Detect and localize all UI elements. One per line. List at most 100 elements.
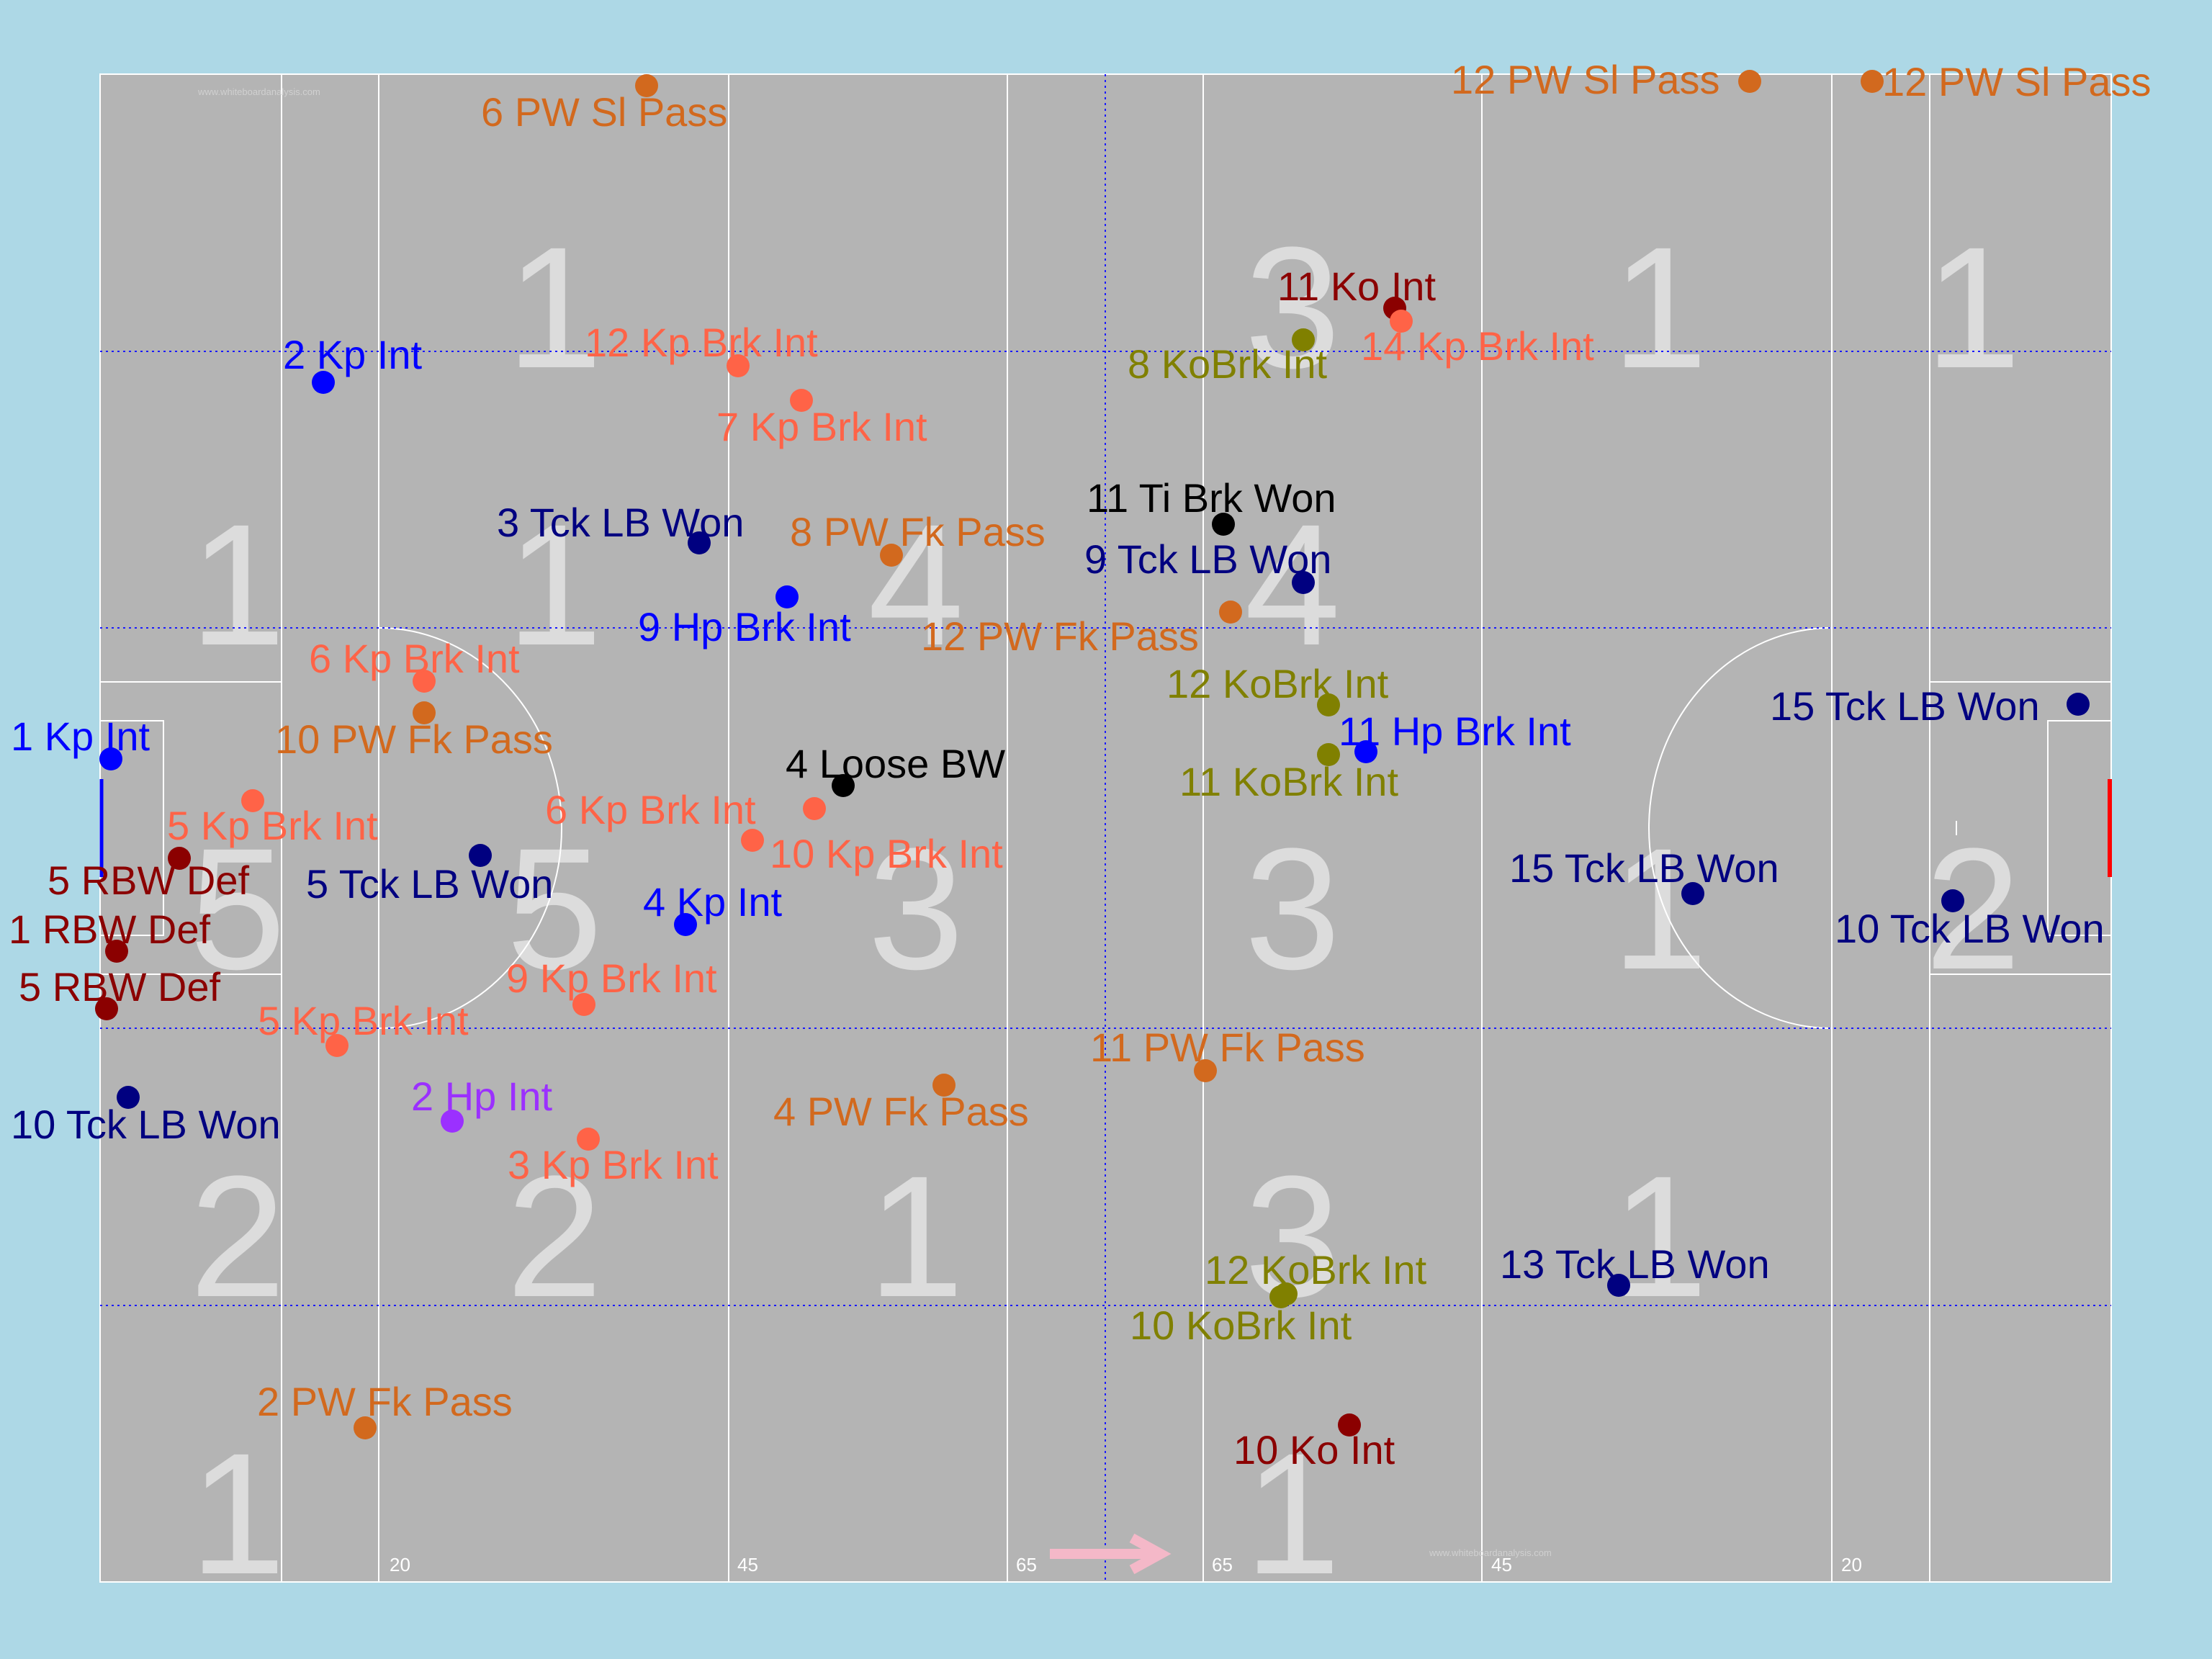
event-marker: 10 PW Fk Pass bbox=[275, 701, 553, 762]
event-dot bbox=[105, 940, 128, 963]
event-dot bbox=[469, 844, 492, 867]
event-label: 11 Ti Brk Won bbox=[1087, 475, 1336, 521]
event-marker: 15 Tck LB Won bbox=[1770, 683, 2090, 729]
event-dot bbox=[1941, 889, 1964, 912]
event-dot bbox=[880, 544, 903, 567]
zone-number: 3 bbox=[1244, 211, 1340, 404]
event-marker: 5 RBW Def bbox=[48, 847, 249, 903]
direction-arrow bbox=[1050, 1533, 1172, 1575]
watermark-bottom: www.whiteboardanalysis.com bbox=[1429, 1547, 1552, 1558]
event-label: 4 Loose BW bbox=[786, 741, 1005, 786]
event-label: 12 PW Sl Pass bbox=[1882, 59, 2151, 104]
event-label: 6 PW Sl Pass bbox=[481, 89, 727, 135]
event-marker: 12 PW Fk Pass bbox=[921, 601, 1242, 659]
event-label: 12 PW Sl Pass bbox=[1451, 57, 1719, 102]
event-label: 6 Kp Brk Int bbox=[545, 787, 756, 832]
event-dot bbox=[1317, 693, 1340, 716]
event-marker: 3 Tck LB Won bbox=[497, 500, 744, 554]
zone-numbers: 1 3 1 11 1 4 45 5 3 3 1 22 2 1 3 11 1 bbox=[189, 211, 2020, 1610]
event-marker: 5 Tck LB Won bbox=[306, 844, 553, 907]
zone-number: 1 bbox=[1611, 812, 1707, 1005]
event-label: 3 Tck LB Won bbox=[497, 500, 744, 545]
tick-label: 45 bbox=[737, 1554, 758, 1575]
event-marker: 9 Kp Brk Int bbox=[506, 956, 717, 1016]
event-dot bbox=[1390, 310, 1413, 333]
event-label: 9 Kp Brk Int bbox=[506, 956, 717, 1001]
event-marker: 9 Hp Brk Int bbox=[638, 585, 851, 649]
zone-number: 3 bbox=[1244, 812, 1340, 1005]
event-marker: 11 PW Fk Pass bbox=[1090, 1025, 1365, 1082]
event-label: 10 Tck LB Won bbox=[1835, 906, 2105, 951]
zone-number: 1 bbox=[1611, 211, 1707, 404]
event-label: 11 KoBrk Int bbox=[1179, 759, 1398, 804]
event-dot bbox=[572, 993, 595, 1016]
event-marker: 5 RBW Def bbox=[19, 964, 220, 1020]
event-dot bbox=[413, 701, 436, 724]
event-label: 5 Tck LB Won bbox=[306, 861, 553, 907]
event-dot bbox=[790, 389, 813, 412]
event-dot bbox=[354, 1416, 377, 1439]
event-marker: 8 KoBrk Int bbox=[1128, 328, 1327, 387]
event-dot bbox=[117, 1086, 140, 1109]
zone-number: 4 bbox=[868, 488, 963, 681]
event-label: 9 Tck LB Won bbox=[1084, 536, 1331, 582]
event-label: 5 RBW Def bbox=[19, 964, 220, 1010]
distance-ticks: 20 45 65 65 45 20 bbox=[390, 1554, 1862, 1575]
left-semicircle bbox=[378, 627, 562, 1029]
event-dot bbox=[1861, 70, 1884, 93]
tick-label: 45 bbox=[1491, 1554, 1512, 1575]
zone-number: 5 bbox=[506, 812, 602, 1005]
event-dot bbox=[1292, 328, 1315, 351]
event-label: 8 PW Fk Pass bbox=[790, 509, 1046, 554]
event-marker: 10 Tck LB Won bbox=[11, 1086, 281, 1147]
event-marker: 11 KoBrk Int bbox=[1179, 743, 1398, 804]
event-label: 10 PW Fk Pass bbox=[275, 716, 553, 762]
event-label: 3 Kp Brk Int bbox=[508, 1142, 719, 1187]
watermark-top: www.whiteboardanalysis.com bbox=[197, 86, 320, 97]
event-label: 12 PW Fk Pass bbox=[921, 613, 1199, 659]
event-label: 15 Tck LB Won bbox=[1770, 683, 2040, 729]
event-dot bbox=[1219, 601, 1242, 624]
event-marker: 1 Kp Int bbox=[11, 714, 150, 770]
event-label: 2 Kp Int bbox=[283, 332, 422, 377]
event-marker: 6 Kp Brk Int bbox=[545, 787, 826, 832]
event-dot bbox=[1269, 1285, 1292, 1308]
event-label: 10 Ko Int bbox=[1233, 1427, 1395, 1473]
event-label: 14 Kp Brk Int bbox=[1361, 323, 1594, 369]
event-marker: 14 Kp Brk Int bbox=[1361, 310, 1594, 369]
event-label: 6 Kp Brk Int bbox=[309, 636, 520, 681]
tick-label: 20 bbox=[390, 1554, 410, 1575]
event-label: 11 Hp Brk Int bbox=[1339, 709, 1571, 754]
zone-number: 5 bbox=[189, 812, 285, 1005]
event-dot bbox=[2067, 693, 2090, 716]
event-marker: 11 Ko Int bbox=[1277, 264, 1436, 320]
event-dot bbox=[1681, 882, 1704, 905]
event-marker: 12 KoBrk Int bbox=[1166, 661, 1389, 716]
event-label: 5 RBW Def bbox=[48, 858, 249, 903]
event-dot bbox=[1212, 513, 1235, 536]
event-dot bbox=[577, 1128, 600, 1151]
event-dot bbox=[688, 531, 711, 554]
event-label: 12 Kp Brk Int bbox=[585, 320, 818, 365]
event-marker: 12 Kp Brk Int bbox=[585, 320, 818, 377]
event-label: 10 Tck LB Won bbox=[11, 1102, 281, 1147]
event-marker: 11 Hp Brk Int bbox=[1339, 709, 1571, 763]
zone-number: 1 bbox=[506, 211, 602, 404]
event-dot bbox=[1338, 1413, 1361, 1437]
event-marker: 4 Loose BW bbox=[786, 741, 1005, 797]
zone-number: 1 bbox=[1611, 1140, 1707, 1333]
event-label: 15 Tck LB Won bbox=[1509, 845, 1779, 891]
event-dot bbox=[775, 585, 799, 608]
event-dot bbox=[1738, 70, 1761, 93]
event-label: 9 Hp Brk Int bbox=[638, 604, 851, 649]
event-label: 11 Ko Int bbox=[1277, 264, 1436, 309]
event-label: 12 KoBrk Int bbox=[1205, 1247, 1427, 1292]
event-dot bbox=[325, 1034, 349, 1057]
event-label: 4 PW Fk Pass bbox=[773, 1089, 1029, 1134]
event-dot bbox=[1194, 1059, 1217, 1082]
event-marker: 2 Kp Int bbox=[283, 332, 422, 394]
tick-label: 20 bbox=[1841, 1554, 1862, 1575]
event-dot bbox=[803, 797, 826, 820]
